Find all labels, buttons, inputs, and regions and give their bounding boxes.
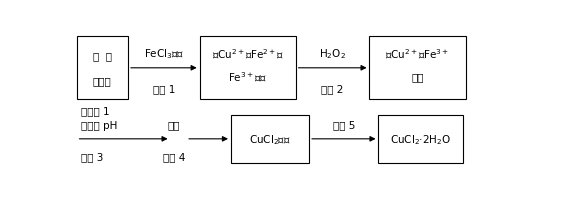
FancyBboxPatch shape — [369, 37, 466, 100]
Text: 加试剂 1: 加试剂 1 — [81, 106, 110, 116]
Text: 含Cu$^{2+}$、Fe$^{2+}$、: 含Cu$^{2+}$、Fe$^{2+}$、 — [212, 48, 284, 61]
FancyBboxPatch shape — [379, 116, 463, 163]
Text: 过滤: 过滤 — [167, 120, 180, 130]
Text: 步骤 4: 步骤 4 — [163, 151, 185, 161]
Text: FeCl$_3$溶液: FeCl$_3$溶液 — [144, 48, 184, 61]
Text: Fe$^{3+}$溶液: Fe$^{3+}$溶液 — [228, 70, 267, 83]
Text: 步骤 3: 步骤 3 — [81, 151, 103, 161]
Text: 电路板: 电路板 — [93, 76, 112, 86]
Text: 步骤 1: 步骤 1 — [152, 84, 175, 94]
Text: CuCl$_2$溶液: CuCl$_2$溶液 — [249, 132, 291, 146]
FancyBboxPatch shape — [77, 37, 128, 100]
Text: CuCl$_2$·2H$_2$O: CuCl$_2$·2H$_2$O — [390, 132, 452, 146]
Text: 溶液: 溶液 — [411, 71, 424, 81]
Text: 步骤 2: 步骤 2 — [321, 84, 344, 94]
Text: 含Cu$^{2+}$、Fe$^{3+}$: 含Cu$^{2+}$、Fe$^{3+}$ — [385, 48, 449, 61]
Text: 调溶液 pH: 调溶液 pH — [81, 120, 118, 130]
FancyBboxPatch shape — [200, 37, 296, 100]
FancyBboxPatch shape — [231, 116, 309, 163]
Text: 印  刷: 印 刷 — [93, 51, 112, 61]
Text: H$_2$O$_2$: H$_2$O$_2$ — [319, 48, 346, 61]
Text: 步骤 5: 步骤 5 — [332, 120, 355, 130]
